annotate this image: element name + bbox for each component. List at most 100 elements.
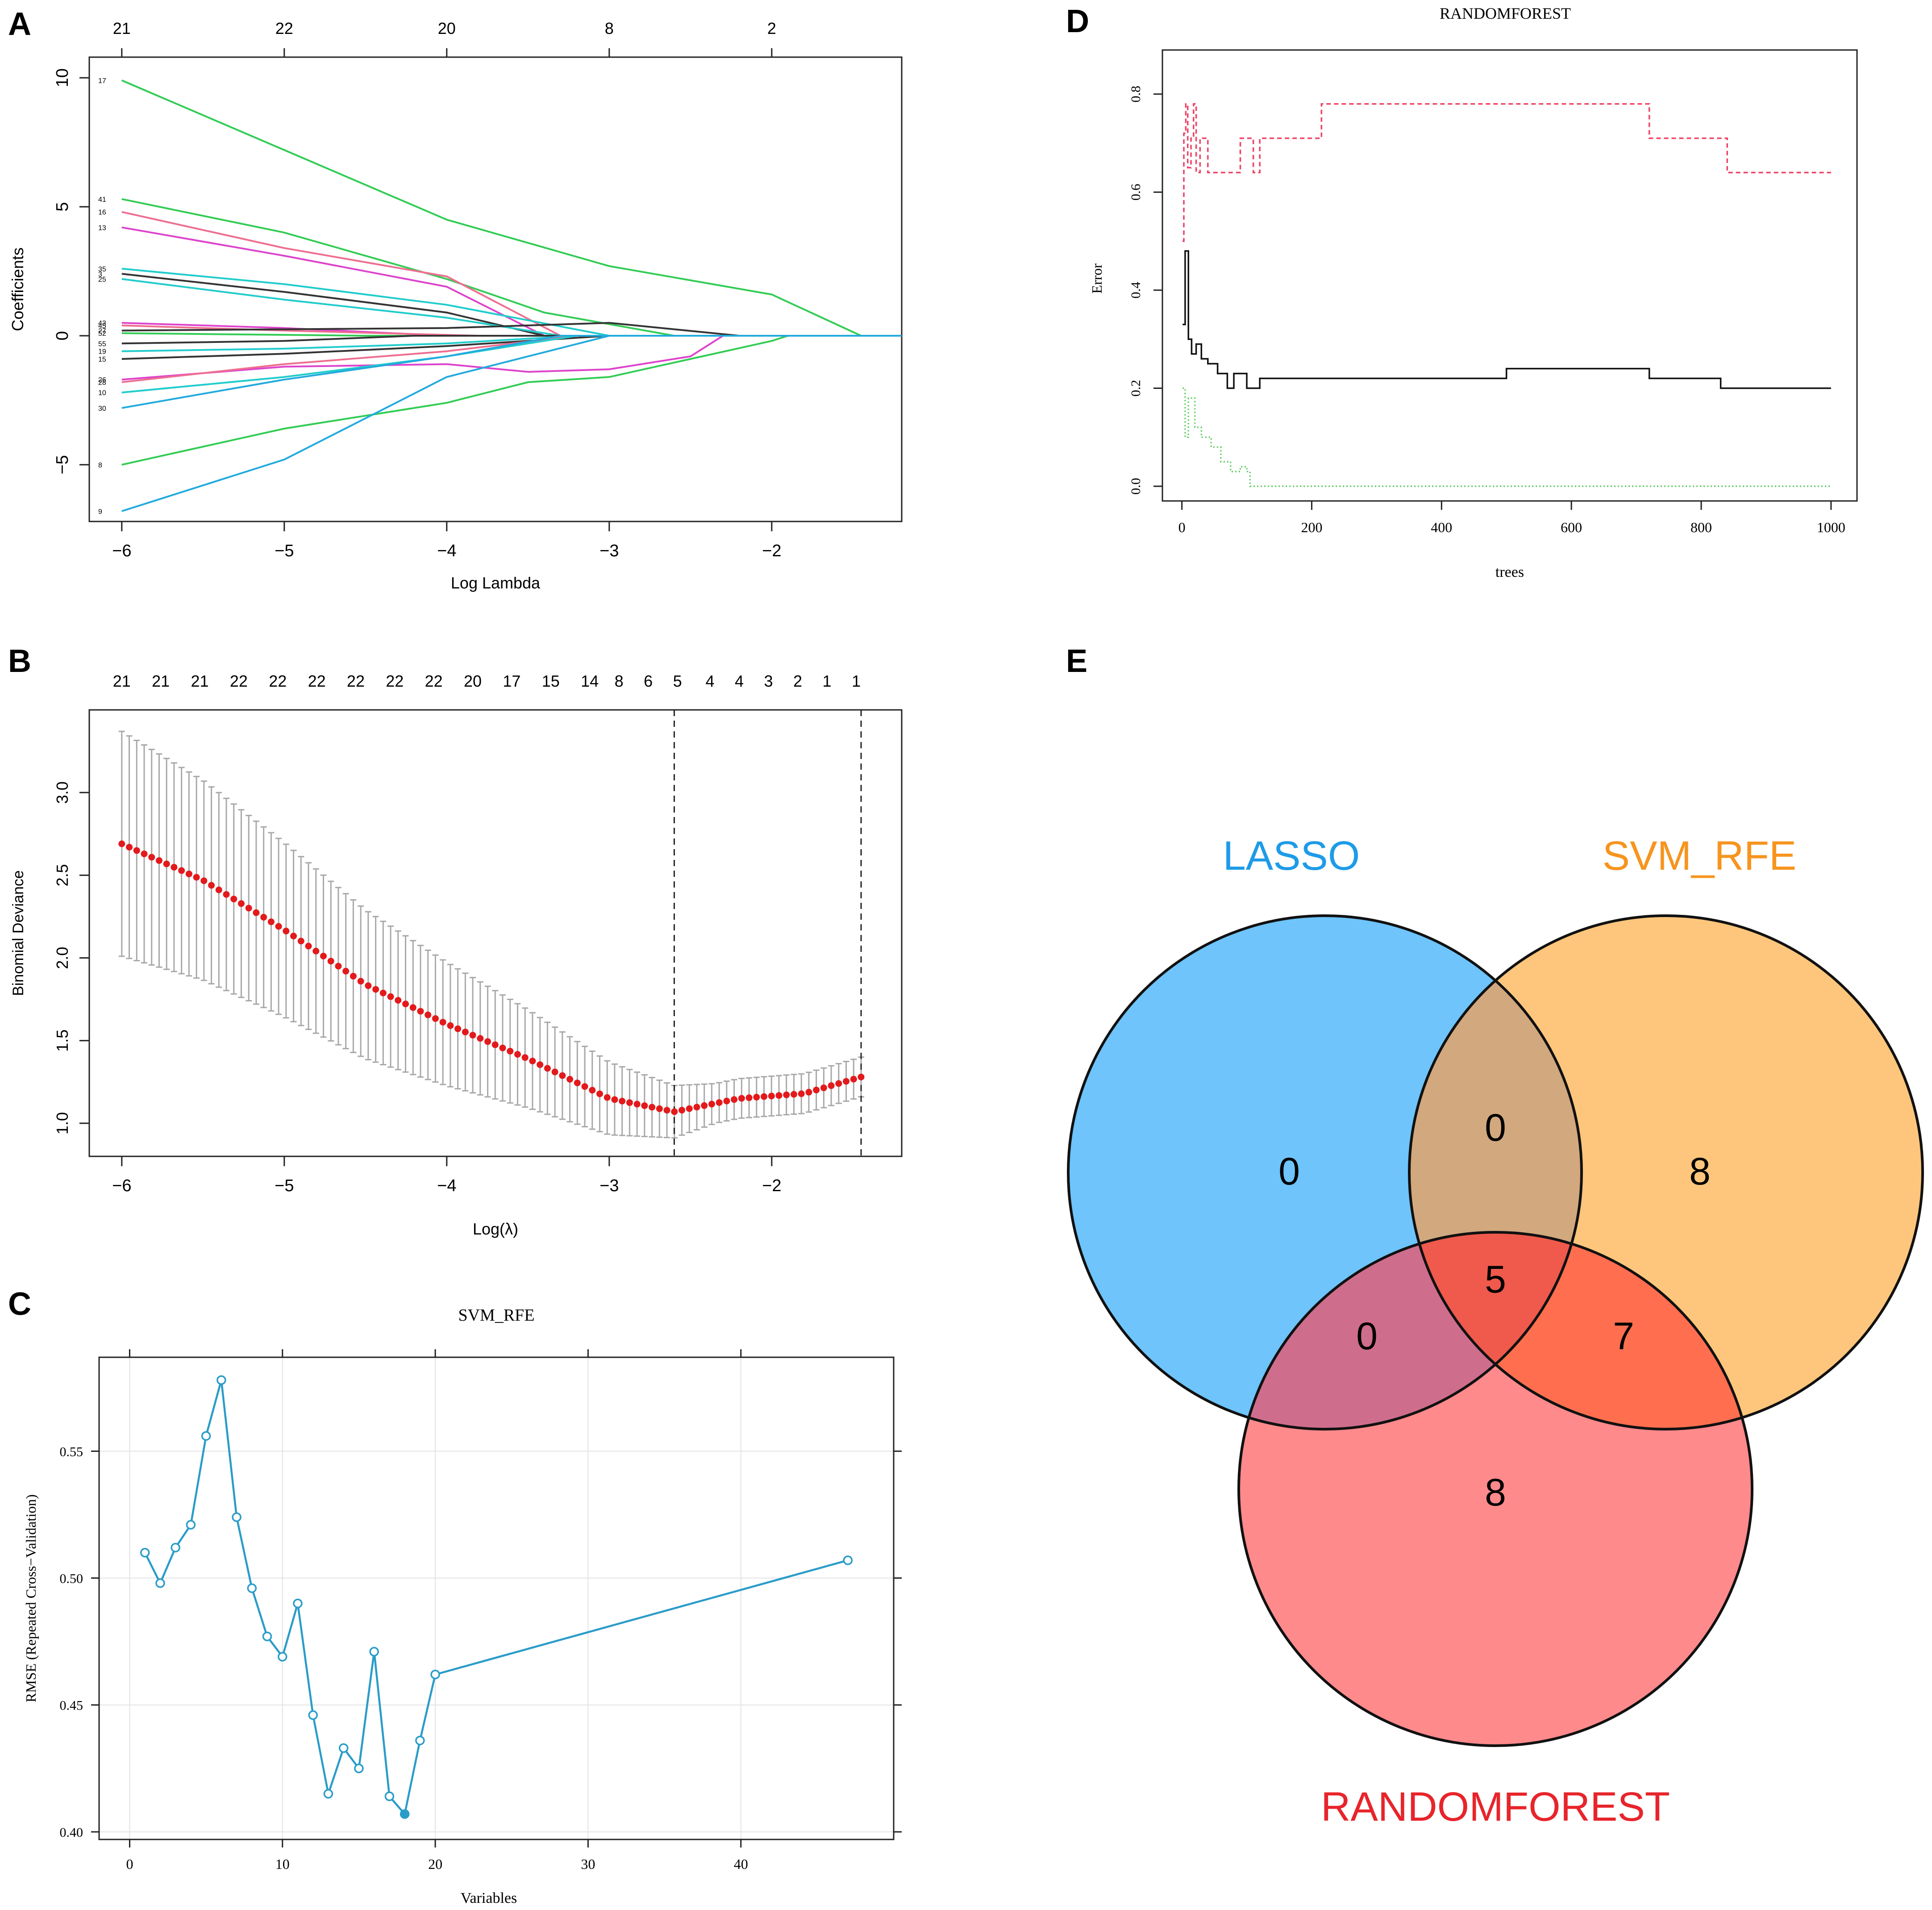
panel-a-plot-frame [88, 56, 903, 522]
top-tick-label: 22 [425, 672, 443, 690]
deviance-point [551, 1068, 558, 1076]
deviance-point [626, 1099, 633, 1106]
path-label-13: 13 [98, 224, 106, 232]
top-tick-label: 21 [152, 672, 170, 690]
panel-label-e: E [1066, 643, 1087, 679]
venn-count-rf-only: 8 [1485, 1471, 1506, 1514]
deviance-point [342, 968, 350, 975]
deviance-point [566, 1076, 574, 1083]
deviance-point [537, 1061, 544, 1068]
top-tick-label: 21 [113, 672, 131, 690]
deviance-point [633, 1101, 641, 1108]
x-tick-label: 40 [734, 1856, 748, 1872]
deviance-point [775, 1092, 783, 1099]
y-tick-label: 0.8 [1128, 86, 1143, 103]
rmse-point [384, 1791, 395, 1802]
top-tick-label: 22 [230, 672, 248, 690]
x-tick-label: 1000 [1817, 519, 1845, 535]
deviance-point [783, 1091, 790, 1098]
deviance-point [372, 986, 379, 993]
deviance-point [469, 1032, 476, 1039]
path-label-25: 25 [98, 276, 106, 284]
venn-region-svm-rf [1409, 1232, 1752, 1429]
deviance-point [163, 860, 170, 867]
deviance-point [223, 891, 230, 898]
top-tick-label: 14 [581, 672, 599, 690]
deviance-point [148, 854, 155, 861]
panel-label-c: C [8, 1286, 31, 1322]
deviance-point [290, 933, 297, 940]
deviance-point [208, 882, 215, 889]
deviance-point [641, 1102, 648, 1109]
panel-label-a: A [8, 6, 31, 42]
top-tick-label: 22 [347, 672, 365, 690]
deviance-point [813, 1086, 820, 1093]
deviance-point [693, 1104, 700, 1111]
top-tick-label: 4 [735, 672, 744, 690]
x-tick-label: −3 [600, 542, 619, 560]
deviance-point [237, 900, 245, 907]
deviance-point [409, 1004, 416, 1011]
top-tick-label: 2 [767, 19, 776, 38]
y-tick-label: 2.0 [53, 947, 71, 969]
deviance-point [402, 1001, 409, 1008]
deviance-point [820, 1084, 827, 1092]
deviance-point [589, 1087, 596, 1094]
venn-count-lasso-svm: 0 [1485, 1106, 1506, 1149]
path-label-43: 43 [98, 320, 106, 327]
deviance-point [678, 1107, 685, 1114]
y-tick-label: 0.50 [60, 1572, 83, 1586]
coefficient-path-26 [121, 335, 902, 381]
path-label-9: 9 [98, 508, 102, 516]
deviance-point [671, 1108, 678, 1115]
top-tick-label: 20 [438, 19, 456, 38]
deviance-point [477, 1035, 484, 1042]
deviance-point [253, 909, 260, 916]
deviance-point [686, 1105, 693, 1112]
deviance-point [462, 1028, 469, 1035]
panel-d-xlabel: trees [1495, 564, 1524, 580]
y-tick-label: 0.4 [1128, 282, 1143, 299]
deviance-point [491, 1041, 499, 1048]
rmse-point [415, 1735, 425, 1746]
x-tick-label: 30 [581, 1856, 595, 1872]
panel-c-x-ticks: 0 10 20 30 40 [126, 1349, 748, 1872]
path-label-8: 8 [98, 462, 102, 469]
deviance-point [312, 947, 320, 955]
deviance-point [805, 1088, 812, 1096]
path-label-26: 26 [98, 376, 106, 384]
deviance-point [499, 1044, 506, 1051]
x-tick-label: −4 [437, 542, 456, 560]
deviance-point [245, 905, 252, 912]
error-series-class-2-error [1183, 387, 1831, 487]
deviance-point [357, 978, 364, 985]
deviance-point [745, 1094, 753, 1101]
rmse-point [354, 1764, 364, 1773]
deviance-point [260, 913, 267, 921]
deviance-point [708, 1101, 715, 1108]
rmse-point [323, 1789, 333, 1799]
deviance-point [432, 1015, 439, 1022]
panel-a-series [121, 79, 902, 512]
deviance-point [731, 1096, 738, 1103]
path-label-35: 35 [98, 266, 106, 273]
deviance-point [619, 1097, 626, 1105]
rmse-point [430, 1669, 440, 1680]
venn-outline-svm-rfe [1408, 914, 1924, 1430]
deviance-point [365, 982, 372, 989]
deviance-point [118, 840, 125, 847]
panel-d-randomforest: RANDOMFOREST 0 200 400 600 800 1000 0.0 0.2 0.4… [1089, 4, 1858, 580]
deviance-point [417, 1008, 424, 1015]
x-tick-label: 400 [1431, 519, 1452, 535]
panel-b-x-ticks: −6 −5 −4 −3 −2 [112, 1156, 781, 1195]
rmse-line [144, 1380, 848, 1817]
deviance-point [761, 1093, 768, 1100]
rmse-point [201, 1431, 211, 1441]
deviance-point [275, 923, 282, 930]
x-tick-label: 0 [126, 1856, 133, 1872]
panel-c-svm-rfe: SVM_RFE 0 10 20 30 40 0.40 0.45 0.50 0.55 Varia… [23, 1306, 902, 1906]
path-label-28: 28 [98, 379, 106, 387]
top-tick-label: 1 [823, 672, 832, 690]
deviance-point [320, 952, 327, 959]
